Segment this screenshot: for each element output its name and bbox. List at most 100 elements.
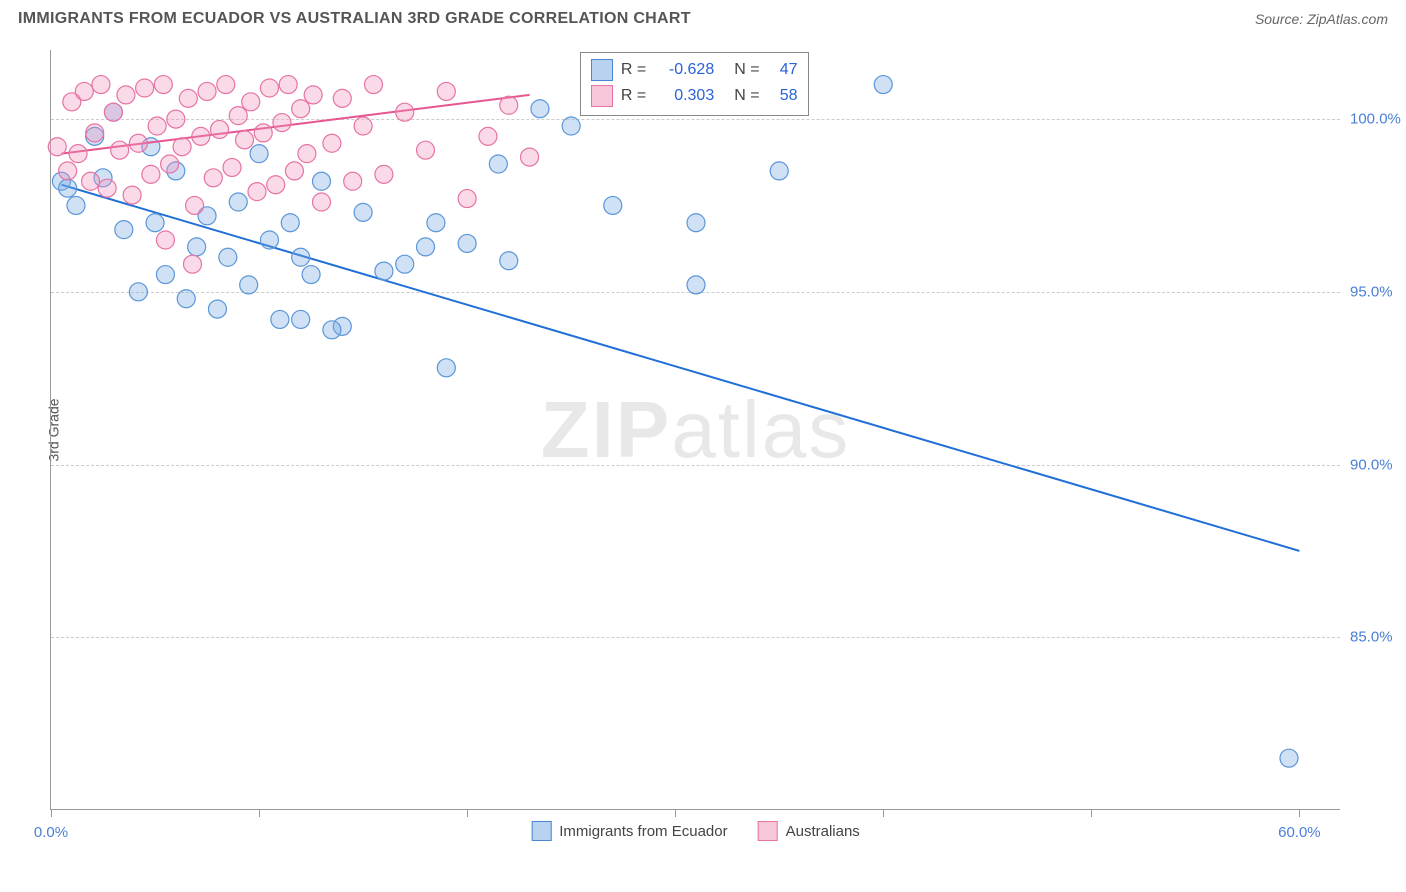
- data-point-australians[interactable]: [292, 100, 310, 118]
- data-point-australians[interactable]: [312, 193, 330, 211]
- data-point-australians[interactable]: [75, 82, 93, 100]
- data-point-ecuador[interactable]: [292, 248, 310, 266]
- data-point-ecuador[interactable]: [260, 231, 278, 249]
- data-point-australians[interactable]: [333, 89, 351, 107]
- data-point-australians[interactable]: [167, 110, 185, 128]
- legend-item[interactable]: Immigrants from Ecuador: [531, 819, 727, 843]
- data-point-ecuador[interactable]: [427, 214, 445, 232]
- data-point-australians[interactable]: [86, 124, 104, 142]
- data-point-ecuador[interactable]: [354, 203, 372, 221]
- data-point-australians[interactable]: [211, 120, 229, 138]
- data-point-ecuador[interactable]: [129, 283, 147, 301]
- x-tick: [259, 809, 260, 817]
- data-point-australians[interactable]: [260, 79, 278, 97]
- data-point-australians[interactable]: [242, 93, 260, 111]
- data-point-ecuador[interactable]: [115, 221, 133, 239]
- data-point-ecuador[interactable]: [292, 310, 310, 328]
- data-point-ecuador[interactable]: [67, 196, 85, 214]
- data-point-australians[interactable]: [248, 183, 266, 201]
- data-point-ecuador[interactable]: [219, 248, 237, 266]
- data-point-ecuador[interactable]: [604, 196, 622, 214]
- data-point-australians[interactable]: [375, 165, 393, 183]
- data-point-australians[interactable]: [117, 86, 135, 104]
- data-point-australians[interactable]: [396, 103, 414, 121]
- data-point-australians[interactable]: [223, 158, 241, 176]
- data-point-australians[interactable]: [123, 186, 141, 204]
- data-point-australians[interactable]: [479, 127, 497, 145]
- data-point-australians[interactable]: [82, 172, 100, 190]
- data-point-australians[interactable]: [500, 96, 518, 114]
- data-point-australians[interactable]: [217, 76, 235, 94]
- data-point-australians[interactable]: [192, 127, 210, 145]
- data-point-ecuador[interactable]: [146, 214, 164, 232]
- data-point-ecuador[interactable]: [302, 266, 320, 284]
- y-tick-label: 85.0%: [1350, 629, 1406, 646]
- data-point-ecuador[interactable]: [562, 117, 580, 135]
- data-point-australians[interactable]: [323, 134, 341, 152]
- data-point-ecuador[interactable]: [396, 255, 414, 273]
- data-point-australians[interactable]: [458, 190, 476, 208]
- data-point-australians[interactable]: [148, 117, 166, 135]
- data-point-australians[interactable]: [156, 231, 174, 249]
- data-point-ecuador[interactable]: [188, 238, 206, 256]
- data-point-ecuador[interactable]: [531, 100, 549, 118]
- data-point-ecuador[interactable]: [229, 193, 247, 211]
- data-point-australians[interactable]: [354, 117, 372, 135]
- legend-item[interactable]: Australians: [758, 819, 860, 843]
- data-point-australians[interactable]: [142, 165, 160, 183]
- data-point-ecuador[interactable]: [770, 162, 788, 180]
- data-point-ecuador[interactable]: [437, 359, 455, 377]
- data-point-australians[interactable]: [136, 79, 154, 97]
- data-point-ecuador[interactable]: [240, 276, 258, 294]
- data-point-ecuador[interactable]: [323, 321, 341, 339]
- data-point-ecuador[interactable]: [281, 214, 299, 232]
- data-point-australians[interactable]: [437, 82, 455, 100]
- data-point-ecuador[interactable]: [312, 172, 330, 190]
- data-point-australians[interactable]: [344, 172, 362, 190]
- data-point-australians[interactable]: [204, 169, 222, 187]
- data-point-australians[interactable]: [111, 141, 129, 159]
- data-point-australians[interactable]: [279, 76, 297, 94]
- data-point-australians[interactable]: [186, 196, 204, 214]
- data-point-australians[interactable]: [98, 179, 116, 197]
- data-point-ecuador[interactable]: [208, 300, 226, 318]
- data-point-australians[interactable]: [154, 76, 172, 94]
- data-point-australians[interactable]: [198, 82, 216, 100]
- data-point-ecuador[interactable]: [874, 76, 892, 94]
- data-point-australians[interactable]: [298, 145, 316, 163]
- data-point-australians[interactable]: [92, 76, 110, 94]
- data-point-ecuador[interactable]: [250, 145, 268, 163]
- data-point-ecuador[interactable]: [458, 234, 476, 252]
- data-point-ecuador[interactable]: [375, 262, 393, 280]
- data-point-australians[interactable]: [521, 148, 539, 166]
- legend-label: Immigrants from Ecuador: [559, 823, 727, 840]
- data-point-australians[interactable]: [365, 76, 383, 94]
- data-point-australians[interactable]: [273, 114, 291, 132]
- data-point-ecuador[interactable]: [156, 266, 174, 284]
- data-point-australians[interactable]: [304, 86, 322, 104]
- data-point-ecuador[interactable]: [177, 290, 195, 308]
- data-point-australians[interactable]: [173, 138, 191, 156]
- data-point-australians[interactable]: [285, 162, 303, 180]
- data-point-australians[interactable]: [229, 107, 247, 125]
- data-point-australians[interactable]: [417, 141, 435, 159]
- data-point-ecuador[interactable]: [687, 214, 705, 232]
- data-point-ecuador[interactable]: [271, 310, 289, 328]
- data-point-ecuador[interactable]: [500, 252, 518, 270]
- data-point-ecuador[interactable]: [1280, 749, 1298, 767]
- data-point-australians[interactable]: [69, 145, 87, 163]
- data-point-australians[interactable]: [59, 162, 77, 180]
- data-point-australians[interactable]: [254, 124, 272, 142]
- data-point-australians[interactable]: [179, 89, 197, 107]
- data-point-ecuador[interactable]: [489, 155, 507, 173]
- data-point-australians[interactable]: [104, 103, 122, 121]
- data-point-ecuador[interactable]: [417, 238, 435, 256]
- data-point-australians[interactable]: [183, 255, 201, 273]
- data-point-ecuador[interactable]: [687, 276, 705, 294]
- data-point-australians[interactable]: [267, 176, 285, 194]
- data-point-australians[interactable]: [129, 134, 147, 152]
- data-point-australians[interactable]: [236, 131, 254, 149]
- data-point-ecuador[interactable]: [59, 179, 77, 197]
- data-point-australians[interactable]: [48, 138, 66, 156]
- data-point-australians[interactable]: [161, 155, 179, 173]
